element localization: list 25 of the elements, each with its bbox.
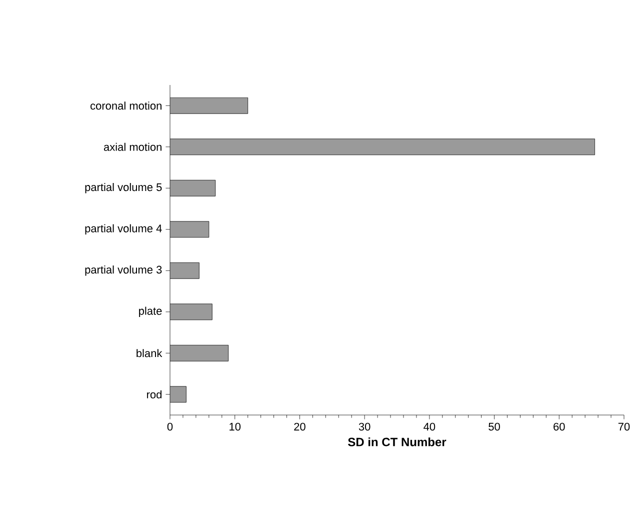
bar [170, 180, 216, 196]
x-tick-label: 70 [618, 422, 630, 431]
x-tick-label: 10 [230, 422, 241, 431]
bar [170, 344, 229, 362]
y-tick-label: plate [139, 306, 162, 317]
x-tick-label: 0 [167, 422, 173, 431]
y-tick-label: partial volume 3 [85, 266, 162, 276]
y-tick-label: partial volume 5 [85, 183, 162, 194]
x-axis-title: SD in CT Number [348, 437, 446, 446]
x-tick-label: 30 [358, 422, 370, 431]
bar [170, 386, 186, 403]
y-tick-label: axial motion [104, 142, 162, 151]
bar [170, 221, 210, 238]
bar [170, 138, 596, 156]
bar [170, 262, 200, 279]
x-tick-label: 50 [488, 422, 500, 431]
x-tick-label: 20 [294, 422, 306, 431]
bar [170, 97, 248, 114]
x-tick-label: 60 [554, 422, 565, 431]
y-tick-label: rod [147, 390, 162, 398]
y-tick-label: partial volume 4 [85, 224, 162, 234]
bar [170, 304, 212, 320]
y-tick-label: blank [136, 349, 162, 358]
x-tick-label: 40 [424, 422, 436, 431]
y-tick-label: coronal motion [90, 102, 162, 110]
